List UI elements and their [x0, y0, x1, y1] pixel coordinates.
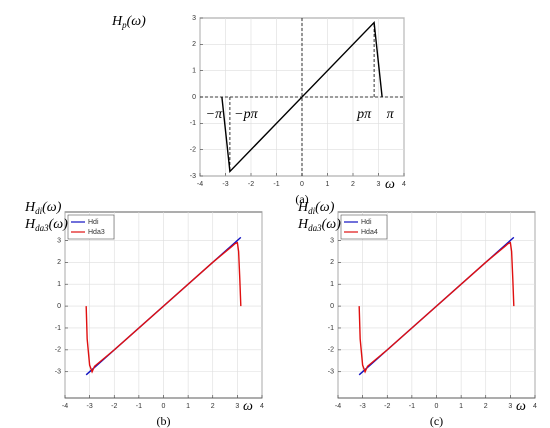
- x-tick-label: -4: [62, 403, 68, 410]
- annotation: −pπ: [234, 107, 258, 122]
- x-tick-label: -2: [111, 403, 117, 410]
- x-tick-label: 1: [186, 403, 190, 410]
- annotation: pπ: [356, 107, 372, 122]
- x-tick-label: 4: [533, 403, 537, 410]
- x-tick-label: -1: [409, 403, 415, 410]
- x-tick-label: 0: [162, 403, 166, 410]
- caption: (a): [295, 192, 308, 206]
- label-rest: (ω): [127, 14, 147, 29]
- data-line: [358, 241, 515, 374]
- legend-label: Hda3: [88, 229, 105, 236]
- data-line: [85, 241, 242, 374]
- legend: Hdi Hda4: [340, 214, 388, 240]
- legend-box: [340, 214, 388, 240]
- x-tick-label: 4: [260, 403, 264, 410]
- legend-box: [67, 214, 115, 240]
- x-tick-label: -1: [136, 403, 142, 410]
- label-sub: da3: [35, 223, 49, 233]
- y-tick-label: -2: [328, 347, 334, 354]
- label-sub: p: [121, 20, 127, 30]
- y-axis-label: Hp(ω): [111, 14, 146, 30]
- label-sub: di: [35, 206, 43, 216]
- y-tick-label: 0: [57, 303, 61, 310]
- x-tick-label: -4: [335, 403, 341, 410]
- y-axis-label: Hdi(ω): [297, 200, 335, 216]
- caption: (c): [430, 414, 443, 428]
- y-axis-label: Hda3(ω): [24, 217, 68, 233]
- y-axis-label: Hda3(ω): [297, 217, 341, 233]
- y-tick-label: 3: [192, 15, 196, 22]
- x-axis-label: ω: [243, 399, 253, 414]
- legend: Hdi Hda3: [67, 214, 115, 240]
- y-tick-label: 3: [330, 237, 334, 244]
- y-tick-label: -1: [55, 325, 61, 332]
- data-line: [221, 20, 383, 174]
- y-tick-label: 0: [330, 303, 334, 310]
- x-tick-label: 4: [402, 181, 406, 188]
- y-tick-label: 3: [57, 237, 61, 244]
- label-main: H: [297, 200, 309, 215]
- label-rest: (ω): [322, 217, 342, 232]
- x-tick-label: -3: [222, 181, 228, 188]
- label-main: H: [24, 200, 36, 215]
- label-main: H: [111, 14, 123, 29]
- y-tick-label: 2: [330, 259, 334, 266]
- x-tick-label: 0: [435, 403, 439, 410]
- x-tick-label: -3: [360, 403, 366, 410]
- x-tick-label: 1: [459, 403, 463, 410]
- label-rest: (ω): [49, 217, 69, 232]
- y-tick-label: -2: [55, 347, 61, 354]
- y-tick-label: -3: [328, 369, 334, 376]
- y-tick-label: -1: [190, 120, 196, 127]
- x-tick-label: 0: [300, 181, 304, 188]
- x-axis-label: ω: [516, 399, 526, 414]
- legend-label: Hda4: [361, 229, 378, 236]
- label-sub: da3: [308, 223, 322, 233]
- y-tick-label: -1: [328, 325, 334, 332]
- y-axis-label: Hdi(ω): [24, 200, 62, 216]
- legend-label: Hdi: [361, 219, 372, 226]
- x-tick-label: 3: [377, 181, 381, 188]
- x-tick-label: 2: [211, 403, 215, 410]
- label-main: H: [297, 217, 309, 232]
- label-sub: di: [308, 206, 316, 216]
- label-rest: (ω): [42, 200, 62, 215]
- y-tick-label: 1: [330, 281, 334, 288]
- y-tick-label: -2: [190, 147, 196, 154]
- x-tick-label: -2: [384, 403, 390, 410]
- label-rest: (ω): [315, 200, 335, 215]
- legend-label: Hdi: [88, 219, 99, 226]
- x-tick-label: 1: [326, 181, 330, 188]
- y-tick-label: 1: [57, 281, 61, 288]
- x-tick-label: 2: [484, 403, 488, 410]
- x-tick-label: 3: [235, 403, 239, 410]
- caption: (b): [157, 414, 171, 428]
- y-tick-label: -3: [55, 369, 61, 376]
- y-tick-label: 2: [57, 259, 61, 266]
- annotation: π: [387, 107, 395, 122]
- y-tick-label: 1: [192, 68, 196, 75]
- x-tick-label: 3: [508, 403, 512, 410]
- x-tick-label: -4: [197, 181, 203, 188]
- x-axis-label: ω: [385, 177, 395, 192]
- label-main: H: [24, 217, 36, 232]
- x-tick-label: -2: [248, 181, 254, 188]
- x-tick-label: -3: [87, 403, 93, 410]
- x-tick-label: 2: [351, 181, 355, 188]
- y-tick-label: 2: [192, 41, 196, 48]
- x-tick-label: -1: [273, 181, 279, 188]
- y-tick-label: 0: [192, 94, 196, 101]
- annotation: −π: [206, 107, 223, 122]
- y-tick-label: -3: [190, 173, 196, 180]
